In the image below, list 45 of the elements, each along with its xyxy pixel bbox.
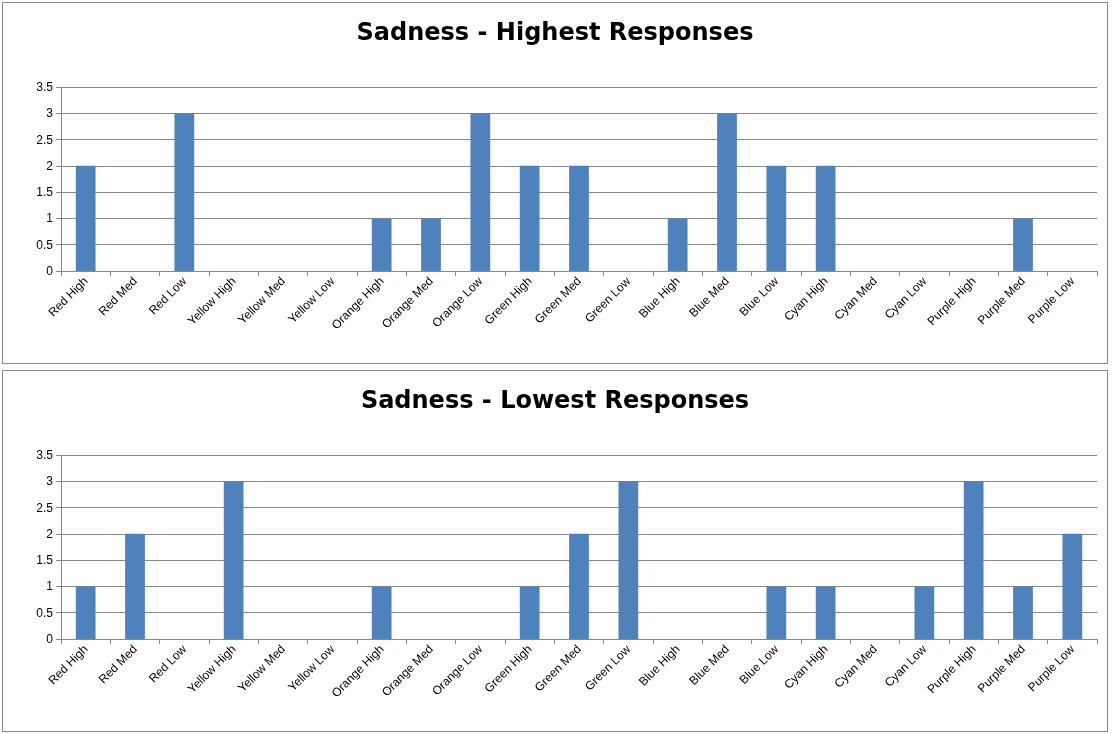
y-tick-label: 2 xyxy=(46,158,54,173)
x-tick-label: Blue Low xyxy=(736,273,782,319)
bar xyxy=(421,218,441,271)
bar xyxy=(766,586,787,639)
bar xyxy=(1062,533,1083,639)
y-tick-label: 1 xyxy=(46,211,54,226)
y-tick-label: 3 xyxy=(46,106,54,121)
bar xyxy=(125,533,145,639)
bar xyxy=(75,586,96,639)
y-tick-label: 2.5 xyxy=(36,132,54,147)
y-tick-label: 0 xyxy=(46,632,54,646)
y-tick-label: 1 xyxy=(46,579,54,594)
bar xyxy=(569,165,589,271)
y-tick-label: 3.5 xyxy=(36,448,54,462)
bar xyxy=(914,586,935,639)
bar xyxy=(1013,218,1033,271)
bar xyxy=(371,586,392,639)
bar xyxy=(717,113,737,271)
bar xyxy=(470,113,491,271)
y-tick-label: 2.5 xyxy=(36,500,54,515)
bar xyxy=(371,218,392,271)
y-tick-label: 0.5 xyxy=(36,605,54,620)
bar xyxy=(223,481,244,639)
y-tick-label: 1.5 xyxy=(36,553,54,568)
chart-title: Sadness - Highest Responses xyxy=(356,18,754,46)
bar xyxy=(75,165,96,271)
bar xyxy=(667,218,688,271)
bar xyxy=(815,165,836,271)
bar xyxy=(963,481,984,639)
y-tick-label: 2 xyxy=(46,526,54,541)
y-tick-label: 0 xyxy=(46,264,54,278)
bar xyxy=(766,165,787,271)
bar xyxy=(618,481,639,639)
bar xyxy=(569,533,589,639)
y-tick-label: 1.5 xyxy=(36,185,54,200)
bar xyxy=(519,165,540,271)
y-tick-label: 3.5 xyxy=(36,80,54,94)
bar xyxy=(174,113,195,271)
x-tick-label: Blue Low xyxy=(736,641,782,687)
bar xyxy=(1013,586,1033,639)
bar xyxy=(815,586,836,639)
chart-title: Sadness - Lowest Responses xyxy=(360,386,750,414)
y-tick-label: 3 xyxy=(46,474,54,489)
y-tick-label: 0.5 xyxy=(36,237,54,252)
bar xyxy=(519,586,540,639)
